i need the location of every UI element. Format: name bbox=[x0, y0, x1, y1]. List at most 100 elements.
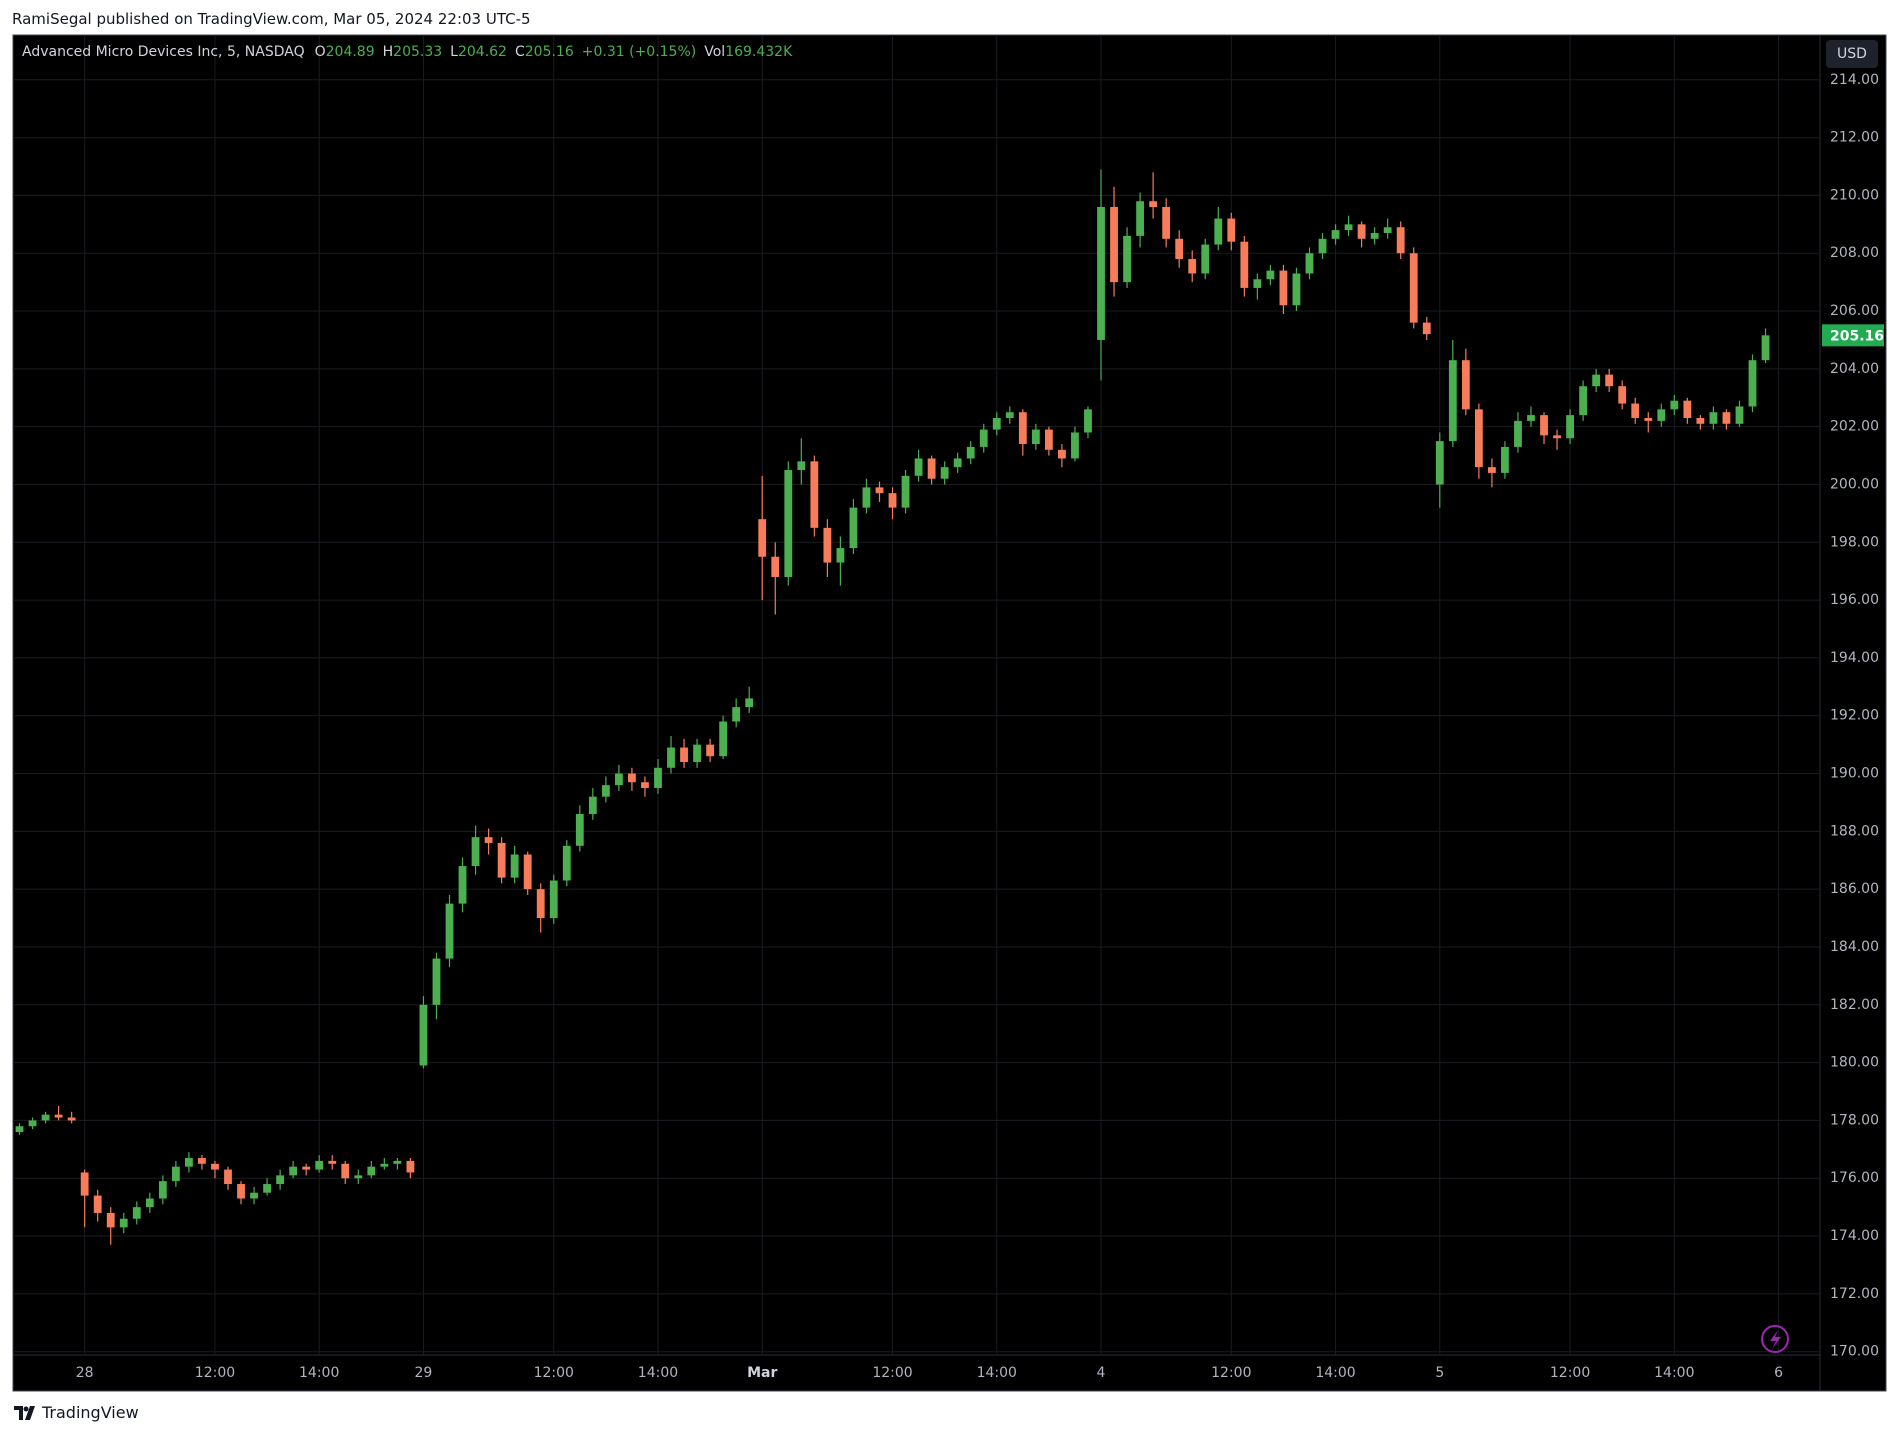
candle-body bbox=[367, 1166, 376, 1176]
y-tick-label: 186.00 bbox=[1830, 881, 1879, 897]
change: +0.31 (+0.15%) bbox=[581, 44, 697, 60]
candle-body bbox=[849, 507, 858, 549]
candle-body bbox=[1657, 409, 1666, 421]
candle-body bbox=[80, 1172, 89, 1196]
candle-body bbox=[1566, 415, 1574, 439]
candle-body bbox=[732, 707, 741, 722]
candle-body bbox=[315, 1160, 324, 1170]
publish-header: RamiSegal published on TradingView.com, … bbox=[12, 10, 531, 28]
field-value: 204.62 bbox=[457, 44, 507, 60]
candle-body bbox=[875, 487, 884, 494]
candle-body bbox=[224, 1169, 232, 1185]
candle-body bbox=[719, 721, 728, 757]
candle-body bbox=[601, 785, 610, 797]
candle-body bbox=[1031, 429, 1040, 445]
y-tick-label: 202.00 bbox=[1830, 419, 1879, 435]
candle-body bbox=[211, 1163, 219, 1170]
candle-body bbox=[302, 1166, 311, 1170]
candle-body bbox=[641, 782, 649, 789]
candle-body bbox=[1579, 386, 1588, 416]
candle-body bbox=[1188, 259, 1197, 274]
x-tick-label: Mar bbox=[747, 1365, 777, 1381]
last-price-tag bbox=[1822, 324, 1884, 347]
brand: TradingView bbox=[42, 1403, 139, 1422]
candle-body bbox=[263, 1184, 271, 1193]
icon-circle bbox=[1761, 1325, 1789, 1353]
candles bbox=[15, 169, 1770, 1245]
candle-body bbox=[862, 487, 871, 508]
candle-body bbox=[549, 880, 558, 919]
candle-body bbox=[1018, 412, 1027, 445]
x-tick-label: 12:00 bbox=[1211, 1365, 1251, 1381]
y-tick-label: 200.00 bbox=[1830, 476, 1879, 492]
candle-body bbox=[432, 958, 441, 1005]
y-tick-label: 204.00 bbox=[1830, 361, 1879, 377]
candle-body bbox=[1683, 400, 1692, 419]
candle-body bbox=[1722, 412, 1731, 424]
candle-body bbox=[1461, 360, 1470, 410]
x-tick-label: 12:00 bbox=[872, 1365, 912, 1381]
y-tick-label: 182.00 bbox=[1830, 997, 1879, 1013]
candle-body bbox=[1409, 253, 1418, 323]
candle-body bbox=[1370, 233, 1379, 239]
candle-body bbox=[523, 854, 532, 890]
x-tick-label: 4 bbox=[1097, 1365, 1106, 1381]
candle-body bbox=[1044, 429, 1053, 450]
candle-body bbox=[979, 429, 988, 447]
candle-body bbox=[1175, 238, 1184, 260]
candle-body bbox=[1097, 206, 1105, 340]
candle-body bbox=[1058, 449, 1066, 459]
candle-body bbox=[380, 1163, 389, 1167]
candle-body bbox=[1644, 418, 1653, 421]
symbol-name: Advanced Micro Devices Inc, 5, NASDAQ bbox=[22, 44, 305, 60]
candle-body bbox=[1279, 270, 1288, 306]
candle-body bbox=[1123, 235, 1131, 283]
x-tick-label: 12:00 bbox=[195, 1365, 235, 1381]
candle-body bbox=[1071, 432, 1079, 459]
y-tick-label: 178.00 bbox=[1830, 1112, 1879, 1128]
candle-body bbox=[1331, 230, 1340, 239]
candle-body bbox=[171, 1166, 180, 1182]
candle-body bbox=[497, 842, 506, 878]
x-tick-label: 12:00 bbox=[1550, 1365, 1590, 1381]
candle-body bbox=[771, 556, 780, 577]
x-tick-label: 14:00 bbox=[1654, 1365, 1694, 1381]
candle-body bbox=[276, 1175, 285, 1185]
candle-body bbox=[1735, 406, 1744, 424]
candle-body bbox=[54, 1114, 63, 1118]
candle-body bbox=[992, 418, 1001, 430]
lightning-icon[interactable] bbox=[1761, 1325, 1789, 1353]
candle-body bbox=[1383, 227, 1392, 234]
candle-body bbox=[966, 446, 975, 459]
candle-body bbox=[940, 467, 949, 479]
candle-body bbox=[927, 458, 936, 479]
candle-body bbox=[1501, 446, 1509, 473]
candle-body bbox=[1396, 227, 1405, 254]
currency-button[interactable]: USD bbox=[1826, 40, 1878, 68]
y-tick-label: 212.00 bbox=[1830, 130, 1879, 146]
x-tick-label: 12:00 bbox=[534, 1365, 574, 1381]
field-label: C bbox=[514, 44, 525, 60]
candle-body bbox=[1214, 218, 1223, 245]
candle-body bbox=[393, 1160, 402, 1164]
y-tick-label: 194.00 bbox=[1830, 650, 1879, 666]
grid bbox=[13, 35, 1820, 1354]
candle-body bbox=[458, 866, 467, 904]
x-tick-label: 28 bbox=[76, 1365, 94, 1381]
candle-body bbox=[406, 1160, 415, 1173]
candle-body bbox=[1592, 374, 1601, 387]
logo bbox=[14, 1405, 35, 1420]
candle-body bbox=[237, 1184, 245, 1199]
y-tick-label: 172.00 bbox=[1830, 1286, 1879, 1302]
candle-body bbox=[654, 767, 662, 789]
candle-body bbox=[289, 1166, 298, 1176]
candle-body bbox=[680, 747, 688, 762]
candle-body bbox=[614, 773, 623, 786]
candle-body bbox=[588, 796, 597, 815]
candle-body bbox=[836, 548, 845, 563]
candle-body bbox=[1474, 409, 1483, 468]
volume: 169.432K bbox=[725, 44, 793, 60]
candle-body bbox=[1631, 403, 1640, 419]
candle-body bbox=[93, 1195, 102, 1213]
